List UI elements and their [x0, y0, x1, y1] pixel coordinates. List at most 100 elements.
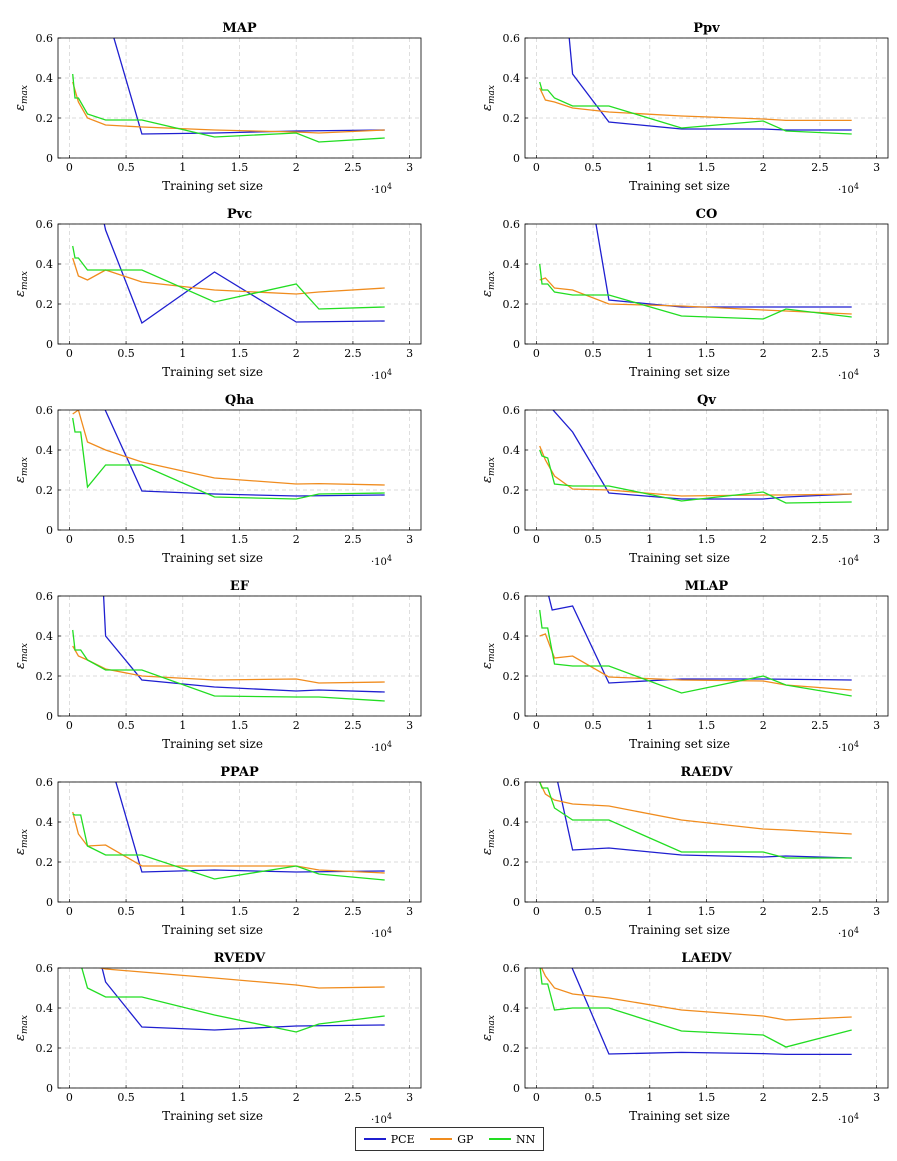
- chart-title: RVEDV: [214, 951, 266, 966]
- x-tick-label: 0.5: [117, 1091, 135, 1104]
- series-line-gp: [72, 81, 385, 134]
- x-tick-label: 3: [873, 347, 880, 360]
- series-line-gp: [72, 410, 385, 486]
- y-axis-label: εmax: [480, 1015, 497, 1041]
- x-tick-label: 2.5: [344, 347, 362, 360]
- series-line-nn: [539, 81, 852, 135]
- chart-title: PPAP: [220, 765, 259, 780]
- x-tick-label: 2.5: [344, 905, 362, 918]
- x-tick-label: 1.5: [231, 719, 249, 732]
- y-tick-label: 0.6: [36, 590, 54, 603]
- y-axis-label: εmax: [480, 271, 497, 297]
- y-axis-label: εmax: [480, 457, 497, 483]
- y-axis-label: εmax: [480, 643, 497, 669]
- y-tick-label: 0: [513, 152, 520, 165]
- x-tick-label: 2.5: [344, 719, 362, 732]
- x-tick-label: 0.5: [117, 161, 135, 174]
- x-tick-label: 2: [760, 347, 767, 360]
- series-line-nn: [539, 263, 852, 320]
- legend-label-nn: NN: [515, 1132, 536, 1146]
- y-tick-label: 0.4: [36, 72, 54, 85]
- series-line-pce: [568, 38, 852, 131]
- x-tick-label: 2: [760, 1091, 767, 1104]
- x-axis-multiplier: ·104: [371, 182, 392, 196]
- x-tick-label: 3: [873, 533, 880, 546]
- x-tick-label: 2.5: [811, 719, 829, 732]
- x-tick-label: 0.5: [117, 533, 135, 546]
- chart-ef: 0 0.5 1 1.5 2 2.5 3 0 0.2 0.4 0.6 EF Training set si…: [13, 579, 422, 754]
- y-axis-label: εmax: [13, 271, 30, 297]
- y-tick-label: 0: [46, 1082, 53, 1095]
- series-line-nn: [81, 968, 385, 1033]
- y-tick-label: 0.4: [36, 816, 54, 829]
- y-tick-label: 0.4: [36, 1002, 54, 1015]
- series-line-gp: [539, 277, 852, 315]
- chart-title: Qha: [225, 393, 255, 408]
- x-axis-multiplier: ·104: [838, 554, 859, 568]
- chart-title: Pvc: [227, 207, 252, 222]
- x-tick-label: 2.5: [811, 905, 829, 918]
- y-tick-label: 0.2: [503, 298, 521, 311]
- chart-title: EF: [230, 579, 250, 594]
- y-tick-label: 0.2: [503, 1042, 521, 1055]
- x-axis-label: Training set size: [629, 179, 730, 193]
- x-tick-label: 1.5: [231, 161, 249, 174]
- legend-label-gp: GP: [457, 1132, 474, 1146]
- x-tick-label: 0: [533, 347, 540, 360]
- x-axis-multiplier: ·104: [371, 554, 392, 568]
- y-tick-label: 0.2: [36, 670, 54, 683]
- x-axis-multiplier: ·104: [371, 368, 392, 382]
- y-tick-label: 0.6: [36, 962, 54, 975]
- series-line-pce: [571, 968, 852, 1056]
- series-line-pce: [103, 224, 385, 325]
- series-line-nn: [72, 417, 385, 500]
- x-tick-label: 0: [66, 347, 73, 360]
- y-tick-label: 0.2: [36, 484, 54, 497]
- y-tick-label: 0.4: [503, 258, 521, 271]
- chart-rvedv: 0 0.5 1 1.5 2 2.5 3 0 0.2 0.4 0.6 RVEDV Training set…: [13, 951, 422, 1126]
- y-tick-label: 0: [513, 1082, 520, 1095]
- series-line-pce: [552, 410, 852, 500]
- x-tick-label: 2: [760, 533, 767, 546]
- series-line-gp: [540, 968, 852, 1021]
- x-tick-label: 1.5: [698, 719, 716, 732]
- x-axis-multiplier: ·104: [371, 1112, 392, 1126]
- chart-qv: 0 0.5 1 1.5 2 2.5 3 0 0.2 0.4 0.6 Qv Training set si…: [480, 393, 889, 568]
- x-tick-label: 0.5: [584, 347, 602, 360]
- x-axis-label: Training set size: [162, 737, 263, 751]
- x-axis-multiplier: ·104: [838, 740, 859, 754]
- x-tick-label: 0: [533, 719, 540, 732]
- x-axis-label: Training set size: [629, 737, 730, 751]
- x-axis-multiplier: ·104: [838, 926, 859, 940]
- x-tick-label: 0.5: [584, 533, 602, 546]
- chart-title: Qv: [697, 393, 716, 408]
- series-line-gp: [72, 257, 385, 295]
- legend: PCE GP NN: [355, 1127, 544, 1151]
- chart-ppap: 0 0.5 1 1.5 2 2.5 3 0 0.2 0.4 0.6 PPAP Training set …: [13, 765, 422, 940]
- y-tick-label: 0.6: [36, 218, 54, 231]
- x-tick-label: 1.5: [698, 161, 716, 174]
- series-line-gp: [72, 645, 385, 684]
- x-tick-label: 0: [533, 905, 540, 918]
- x-tick-label: 1: [179, 905, 186, 918]
- x-tick-label: 0: [533, 1091, 540, 1104]
- y-tick-label: 0: [513, 896, 520, 909]
- y-tick-label: 0.2: [36, 112, 54, 125]
- x-tick-label: 3: [873, 161, 880, 174]
- y-tick-label: 0.6: [503, 590, 521, 603]
- series-line-pce: [104, 410, 385, 497]
- series-line-gp: [539, 633, 852, 691]
- y-tick-label: 0.4: [503, 72, 521, 85]
- chart-mlap: 0 0.5 1 1.5 2 2.5 3 0 0.2 0.4 0.6 MLAP Training set …: [480, 579, 889, 754]
- x-axis-label: Training set size: [162, 179, 263, 193]
- x-tick-label: 3: [406, 347, 413, 360]
- series-line-pce: [115, 782, 385, 873]
- series-line-gp: [539, 87, 852, 122]
- x-tick-label: 0.5: [117, 347, 135, 360]
- x-tick-label: 1: [646, 905, 653, 918]
- x-tick-label: 3: [873, 719, 880, 732]
- chart-laedv: 0 0.5 1 1.5 2 2.5 3 0 0.2 0.4 0.6 LAEDV Training set…: [480, 951, 889, 1126]
- y-axis-label: εmax: [480, 829, 497, 855]
- x-tick-label: 0: [66, 1091, 73, 1104]
- y-tick-label: 0.4: [36, 630, 54, 643]
